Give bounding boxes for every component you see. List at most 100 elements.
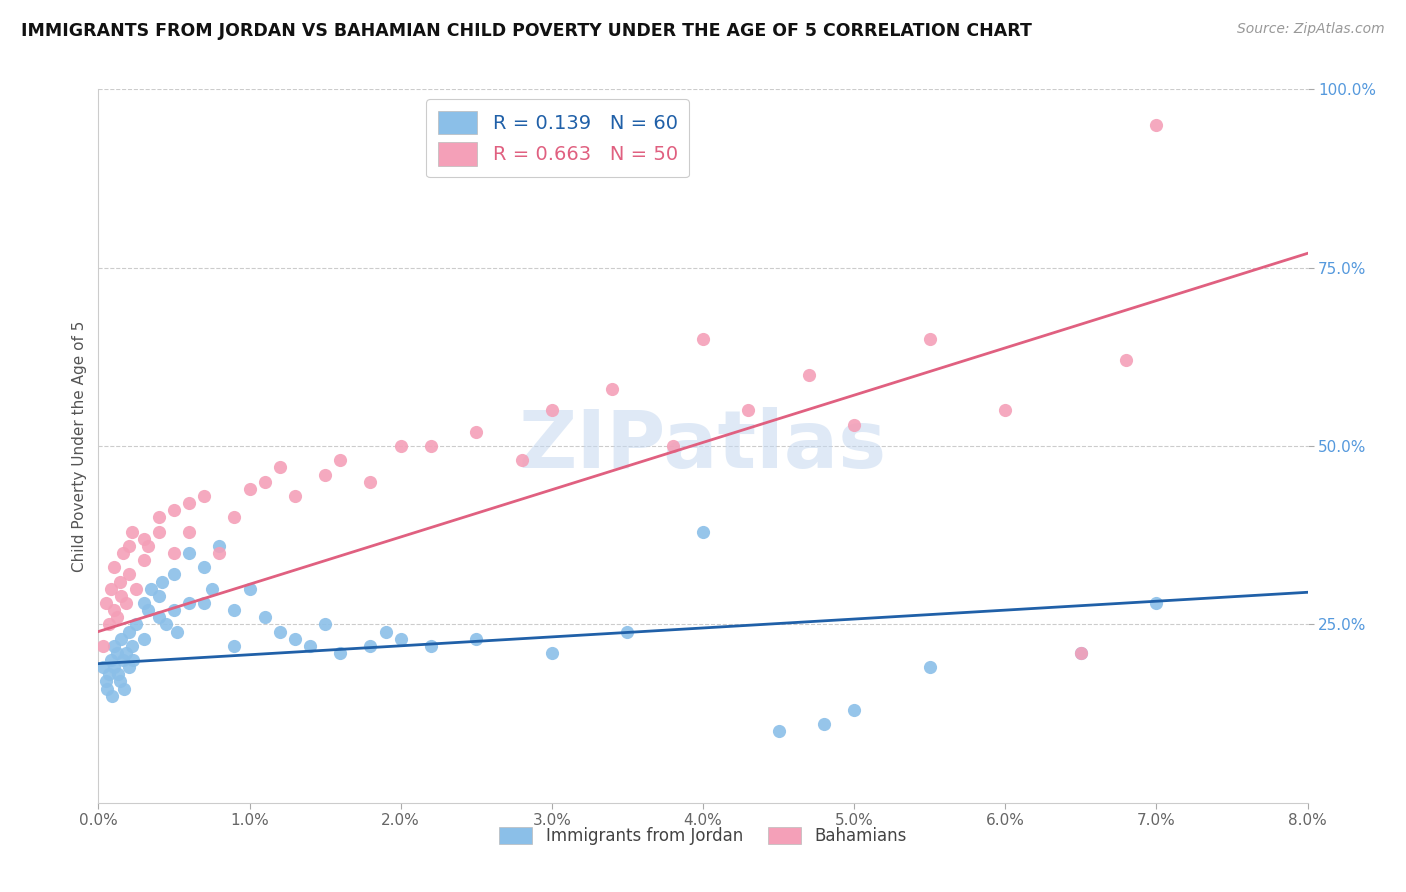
Text: ZIPatlas: ZIPatlas — [519, 407, 887, 485]
Point — [179, 546, 201, 560]
Point — [1146, 118, 1168, 132]
Point — [118, 660, 141, 674]
Point — [94, 596, 117, 610]
Point — [103, 660, 125, 674]
Point — [389, 632, 412, 646]
Point — [148, 610, 170, 624]
Point — [374, 624, 396, 639]
Point — [510, 453, 533, 467]
Point — [179, 596, 201, 610]
Point — [737, 403, 759, 417]
Point — [98, 617, 121, 632]
Point — [108, 674, 131, 689]
Point — [224, 603, 246, 617]
Point — [136, 539, 159, 553]
Point — [179, 524, 201, 539]
Point — [121, 524, 143, 539]
Point — [201, 582, 224, 596]
Point — [141, 582, 163, 596]
Point — [103, 560, 125, 574]
Point — [132, 532, 155, 546]
Point — [163, 546, 186, 560]
Point — [91, 660, 114, 674]
Point — [179, 496, 201, 510]
Point — [616, 624, 638, 639]
Point — [136, 603, 159, 617]
Point — [540, 403, 562, 417]
Point — [91, 639, 114, 653]
Point — [797, 368, 820, 382]
Point — [224, 510, 246, 524]
Point — [100, 653, 122, 667]
Point — [150, 574, 173, 589]
Point — [1146, 596, 1168, 610]
Point — [284, 489, 307, 503]
Point — [692, 524, 714, 539]
Point — [148, 524, 170, 539]
Point — [118, 624, 141, 639]
Point — [420, 639, 443, 653]
Point — [125, 582, 148, 596]
Point — [1070, 646, 1092, 660]
Legend: Immigrants from Jordan, Bahamians: Immigrants from Jordan, Bahamians — [492, 820, 914, 852]
Point — [105, 610, 128, 624]
Point — [118, 567, 141, 582]
Point — [540, 646, 562, 660]
Point — [111, 653, 134, 667]
Point — [132, 553, 155, 567]
Text: IMMIGRANTS FROM JORDAN VS BAHAMIAN CHILD POVERTY UNDER THE AGE OF 5 CORRELATION : IMMIGRANTS FROM JORDAN VS BAHAMIAN CHILD… — [21, 22, 1032, 40]
Point — [96, 681, 118, 696]
Point — [125, 617, 148, 632]
Point — [208, 546, 231, 560]
Point — [163, 503, 186, 517]
Point — [148, 510, 170, 524]
Point — [239, 582, 262, 596]
Point — [121, 639, 143, 653]
Point — [132, 632, 155, 646]
Point — [269, 624, 291, 639]
Point — [465, 425, 488, 439]
Point — [661, 439, 683, 453]
Point — [253, 475, 276, 489]
Point — [107, 667, 129, 681]
Point — [108, 574, 131, 589]
Point — [1115, 353, 1137, 368]
Point — [269, 460, 291, 475]
Point — [360, 639, 382, 653]
Point — [844, 417, 866, 432]
Point — [1070, 646, 1092, 660]
Point — [114, 596, 136, 610]
Point — [465, 632, 488, 646]
Point — [193, 489, 215, 503]
Point — [224, 639, 246, 653]
Point — [844, 703, 866, 717]
Point — [314, 617, 336, 632]
Point — [103, 639, 125, 653]
Point — [94, 674, 117, 689]
Point — [994, 403, 1017, 417]
Point — [389, 439, 412, 453]
Point — [163, 567, 186, 582]
Point — [155, 617, 177, 632]
Point — [100, 582, 122, 596]
Point — [813, 717, 835, 731]
Point — [98, 667, 121, 681]
Point — [166, 624, 188, 639]
Point — [110, 632, 132, 646]
Point — [208, 539, 231, 553]
Point — [329, 453, 352, 467]
Point — [420, 439, 443, 453]
Point — [284, 632, 307, 646]
Point — [239, 482, 262, 496]
Point — [163, 603, 186, 617]
Point — [768, 724, 790, 739]
Point — [132, 596, 155, 610]
Point — [193, 560, 215, 574]
Point — [299, 639, 322, 653]
Point — [103, 603, 125, 617]
Point — [918, 660, 941, 674]
Point — [114, 646, 136, 660]
Point — [314, 467, 336, 482]
Point — [329, 646, 352, 660]
Point — [253, 610, 276, 624]
